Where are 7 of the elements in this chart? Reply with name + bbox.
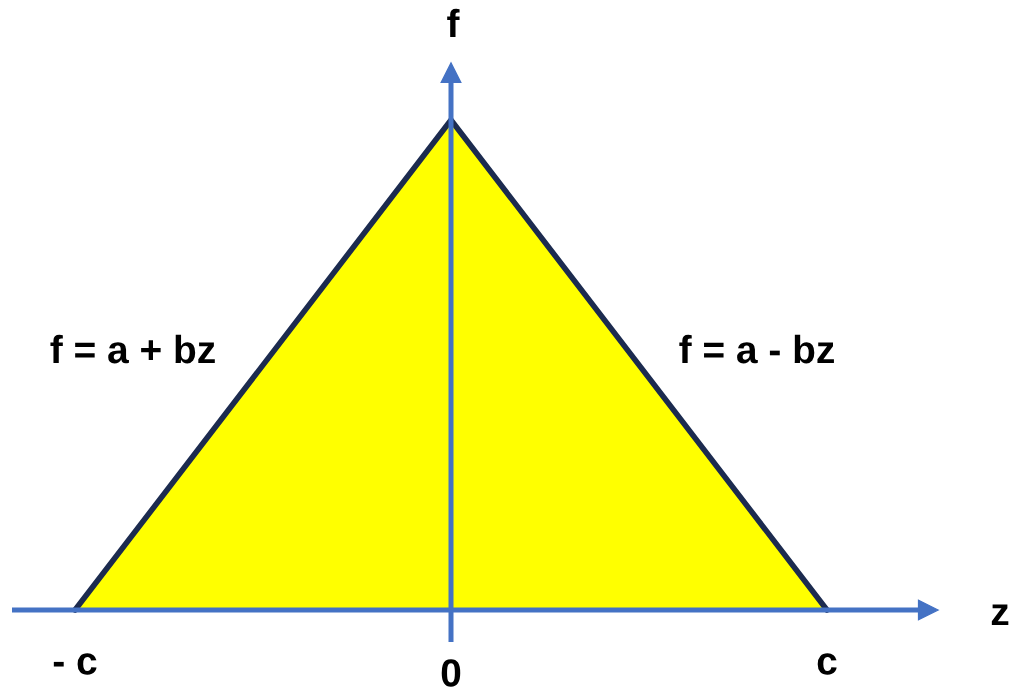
annotation: f = a - bz	[679, 334, 834, 364]
annotation: f = a + bz	[50, 334, 215, 364]
y-axis-title: f	[447, 8, 460, 38]
x-tick-label: - c	[53, 653, 97, 675]
x-tick-label: 0	[441, 659, 461, 687]
x-tick-label: c	[817, 653, 837, 675]
x-axis-title: z	[991, 604, 1009, 626]
